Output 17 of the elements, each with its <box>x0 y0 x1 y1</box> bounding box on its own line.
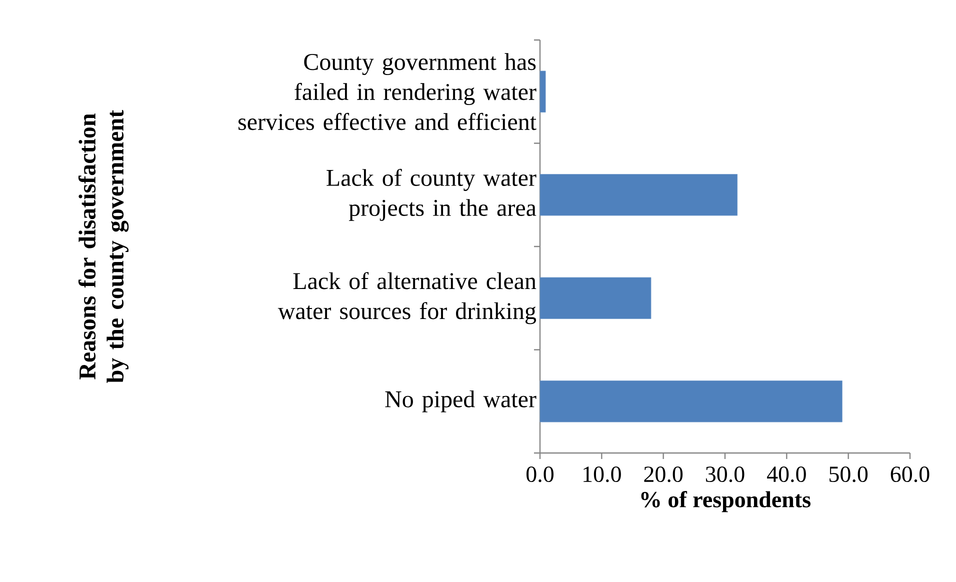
bar <box>540 70 546 112</box>
y-tick-label: Lack of county water projects in the area <box>326 168 536 221</box>
bar <box>540 277 652 319</box>
x-tick-label: 60.0 <box>890 466 930 482</box>
x-tick-label: 20.0 <box>644 466 683 482</box>
y-axis-title: Reasons for disatisfaction by the county government <box>78 110 129 383</box>
bar <box>540 380 842 422</box>
x-tick-label: 0.0 <box>526 466 554 482</box>
x-tick-label: 40.0 <box>766 466 806 482</box>
y-tick-label: County government has failed in rendering water services effective and efficient <box>238 53 536 130</box>
x-tick-label: 50.0 <box>830 466 868 482</box>
y-tick-label: No piped water <box>385 390 536 412</box>
x-axis-title: % of respondents <box>641 490 810 512</box>
x-tick-label: 30.0 <box>706 466 744 482</box>
bar <box>540 174 738 216</box>
y-tick-label: Lack of alternative clean water sources for drinking <box>278 272 536 324</box>
x-tick-label: 10.0 <box>584 466 621 482</box>
